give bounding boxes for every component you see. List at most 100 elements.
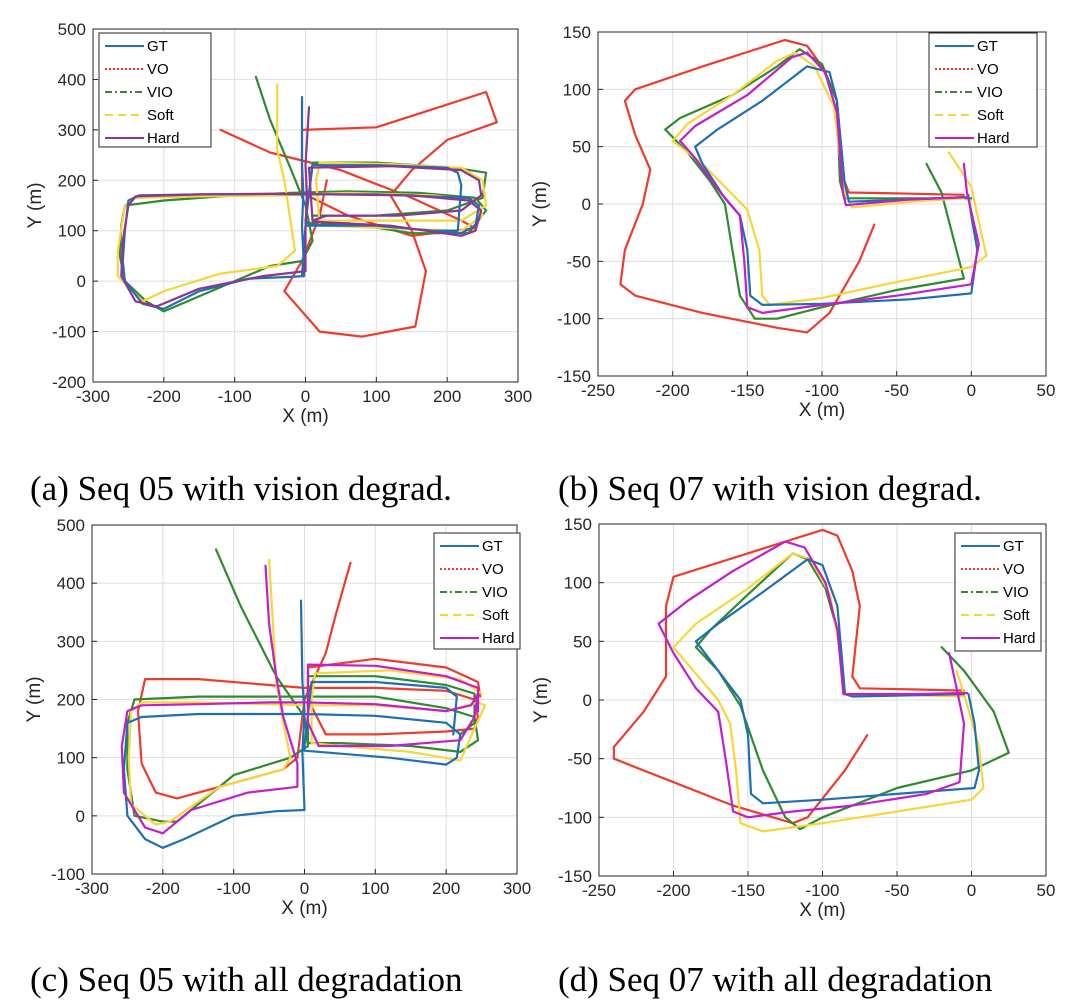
legend-label-hard: Hard bbox=[482, 630, 515, 647]
x-tick-label: 100 bbox=[361, 879, 389, 898]
y-tick-label: -200 bbox=[52, 373, 86, 392]
legend-box bbox=[98, 32, 212, 148]
y-tick-label: 300 bbox=[57, 632, 85, 651]
trajectory-lines bbox=[612, 528, 1010, 833]
panel-caption: (c) Seq 05 with all degradation bbox=[30, 960, 463, 999]
y-tick-label: 200 bbox=[57, 691, 85, 710]
y-axis-label: Y (m) bbox=[530, 181, 551, 227]
legend-label-hard: Hard bbox=[1003, 630, 1036, 647]
x-tick-label: -300 bbox=[75, 879, 109, 898]
legend-label-vo: VO bbox=[147, 61, 169, 78]
legend-box bbox=[928, 32, 1038, 148]
x-tick-label: 200 bbox=[433, 387, 461, 406]
y-tick-label: -150 bbox=[558, 867, 592, 886]
y-tick-label: -50 bbox=[567, 750, 592, 769]
x-tick-label: -100 bbox=[218, 387, 252, 406]
x-tick-label: 0 bbox=[967, 881, 976, 900]
series-line-gt bbox=[122, 599, 462, 849]
x-axis-label: X (m) bbox=[282, 406, 328, 427]
x-tick-label: -200 bbox=[147, 387, 181, 406]
legend-label-vio: VIO bbox=[482, 584, 508, 601]
y-tick-label: 50 bbox=[572, 138, 591, 157]
series-line-hard bbox=[679, 51, 980, 314]
x-tick-label: 300 bbox=[504, 387, 532, 406]
legend-label-vio: VIO bbox=[977, 84, 1003, 101]
y-axis-label: Y (m) bbox=[531, 677, 552, 723]
y-tick-label: -150 bbox=[557, 367, 591, 386]
chart-panel-b: -250 -200 -150 -100 -50 0 50 -150 -100 -50 0 50 100 1… bbox=[530, 23, 1055, 508]
x-tick-label: 300 bbox=[503, 879, 531, 898]
legend-label-vo: VO bbox=[1003, 561, 1025, 578]
legend-label-gt: GT bbox=[147, 38, 168, 55]
legend-label-soft: Soft bbox=[147, 107, 175, 124]
series-line-hard bbox=[120, 106, 483, 308]
legend-label-soft: Soft bbox=[1003, 607, 1031, 624]
x-axis-label: X (m) bbox=[281, 898, 327, 919]
y-tick-label: -100 bbox=[51, 865, 85, 884]
x-tick-label: -150 bbox=[730, 381, 764, 400]
y-tick-label: 0 bbox=[582, 195, 591, 214]
x-tick-label: 200 bbox=[432, 879, 460, 898]
y-tick-label: 100 bbox=[58, 222, 86, 241]
x-tick-label: -100 bbox=[217, 879, 251, 898]
x-tick-label: 50 bbox=[1037, 881, 1056, 900]
series-line-vio bbox=[126, 548, 480, 823]
x-tick-label: -300 bbox=[76, 387, 110, 406]
trajectory-lines bbox=[116, 75, 498, 338]
legend-label-vo: VO bbox=[482, 561, 504, 578]
series-line-hard bbox=[657, 540, 969, 819]
y-tick-label: 0 bbox=[583, 691, 592, 710]
trajectory-lines bbox=[619, 38, 988, 334]
series-line-gt bbox=[694, 558, 981, 805]
chart-panel-a: -300 -200 -100 0 100 200 300-200-1000100200300… bbox=[25, 20, 532, 508]
chart-panel-c: -300 -200 -100 0 100 200 300 -100 0 100 200 300 400 5… bbox=[24, 516, 531, 999]
x-tick-label: -100 bbox=[805, 881, 839, 900]
x-tick-label: 100 bbox=[362, 387, 390, 406]
y-tick-label: 100 bbox=[57, 749, 85, 768]
x-tick-label: -200 bbox=[656, 881, 690, 900]
series-line-gt bbox=[694, 65, 979, 306]
x-tick-label: -200 bbox=[656, 381, 690, 400]
y-axis-label: Y (m) bbox=[25, 182, 46, 228]
legend-label-hard: Hard bbox=[147, 130, 180, 147]
x-tick-label: -50 bbox=[885, 881, 910, 900]
panel-caption: (b) Seq 07 with vision degrad. bbox=[558, 469, 982, 508]
series-line-soft bbox=[127, 558, 487, 826]
y-axis-label: Y (m) bbox=[24, 676, 45, 722]
x-tick-label: 0 bbox=[301, 387, 310, 406]
series-line-hard bbox=[120, 564, 480, 835]
y-tick-label: 0 bbox=[76, 807, 85, 826]
y-tick-label: 150 bbox=[563, 23, 591, 42]
legend-label-gt: GT bbox=[482, 538, 503, 555]
y-tick-label: 100 bbox=[564, 574, 592, 593]
y-tick-label: 150 bbox=[564, 515, 592, 534]
y-tick-label: -50 bbox=[566, 252, 591, 271]
legend-label-vio: VIO bbox=[1003, 584, 1029, 601]
x-tick-label: -50 bbox=[884, 381, 909, 400]
legend-label-hard: Hard bbox=[977, 130, 1010, 147]
x-axis-label: X (m) bbox=[799, 400, 845, 421]
legend: GT VO VIO Soft Hard bbox=[954, 532, 1042, 652]
y-tick-label: -100 bbox=[558, 808, 592, 827]
legend-label-gt: GT bbox=[977, 38, 998, 55]
chart-panel-d: -250 -200 -150 -100 -50 0 50 -150 -100 -50 0 50 100 1… bbox=[531, 515, 1055, 999]
x-tick-label: -250 bbox=[581, 381, 615, 400]
y-tick-label: 0 bbox=[77, 272, 86, 291]
x-tick-label: 50 bbox=[1037, 381, 1056, 400]
panel-caption: (a) Seq 05 with vision degrad. bbox=[30, 469, 452, 508]
series-line-vo bbox=[219, 90, 498, 338]
trajectory-lines bbox=[120, 548, 487, 849]
legend-label-soft: Soft bbox=[977, 107, 1005, 124]
series-line-vo bbox=[612, 528, 966, 825]
y-tick-label: 50 bbox=[573, 632, 592, 651]
x-axis-label: X (m) bbox=[799, 900, 845, 921]
x-tick-label: -150 bbox=[731, 881, 765, 900]
x-tick-label: 0 bbox=[300, 879, 309, 898]
y-tick-label: 200 bbox=[58, 171, 86, 190]
series-line-soft bbox=[116, 83, 488, 303]
y-tick-label: -100 bbox=[52, 323, 86, 342]
legend-label-vio: VIO bbox=[147, 84, 173, 101]
legend: GT VO VIO Soft Hard bbox=[928, 32, 1038, 148]
legend-label-vo: VO bbox=[977, 61, 999, 78]
